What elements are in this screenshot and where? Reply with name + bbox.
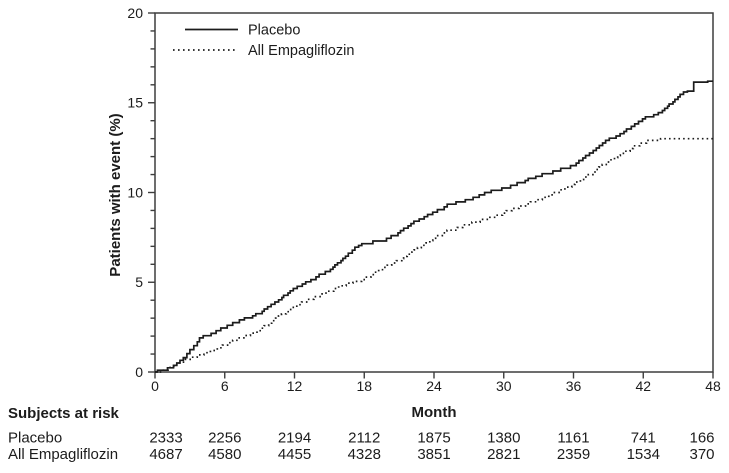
risk-value: 2194 [278, 430, 311, 447]
risk-row-label-placebo: Placebo [8, 430, 62, 447]
y-tick-label: 0 [135, 364, 143, 380]
y-tick-label: 10 [127, 184, 143, 200]
risk-table: Subjects at risk Placebo All Empaglifloz… [8, 405, 715, 463]
risk-value: 741 [631, 430, 656, 447]
risk-value: 1875 [417, 430, 450, 447]
risk-value: 1534 [627, 446, 660, 463]
risk-value: 2359 [557, 446, 590, 463]
x-tick-label: 48 [705, 378, 721, 394]
risk-value: 166 [689, 430, 714, 447]
risk-value: 4687 [149, 446, 182, 463]
x-tick-label: 24 [426, 378, 442, 394]
series-line-placebo [155, 80, 713, 373]
legend: Placebo All Empagliflozin [173, 23, 354, 59]
risk-value: 3851 [417, 446, 450, 463]
x-axis: 0 6 12 18 24 30 36 42 48 [151, 372, 721, 394]
risk-value: 1380 [487, 430, 520, 447]
x-tick-label: 36 [566, 378, 582, 394]
series-curves [155, 80, 713, 373]
x-tick-label: 42 [635, 378, 651, 394]
y-axis: 0 5 10 15 20 [127, 5, 155, 380]
y-tick-label: 15 [127, 95, 143, 111]
plot-frame [154, 12, 714, 373]
x-tick-label: 12 [287, 378, 303, 394]
x-tick-label: 0 [151, 378, 159, 394]
y-tick-label: 20 [127, 5, 143, 21]
y-tick-label: 5 [135, 274, 143, 290]
risk-values: 2333 2256 2194 2112 1875 1380 1161 741 166 4687 45… [149, 430, 714, 464]
risk-value: 1161 [557, 430, 589, 447]
risk-table-title: Subjects at risk [8, 405, 120, 422]
series-line-empagliflozin [155, 137, 713, 373]
risk-value: 2112 [348, 430, 380, 447]
legend-label-placebo: Placebo [248, 23, 300, 39]
risk-value: 2256 [208, 430, 241, 447]
risk-value: 370 [689, 446, 714, 463]
x-tick-label: 30 [496, 378, 512, 394]
risk-row-label-empagliflozin: All Empagliflozin [8, 446, 118, 463]
x-axis-title: Month [412, 404, 457, 421]
risk-value: 4580 [208, 446, 241, 463]
x-tick-label: 6 [221, 378, 229, 394]
x-tick-label: 18 [356, 378, 372, 394]
risk-value: 2333 [149, 430, 182, 447]
risk-value: 4328 [348, 446, 381, 463]
risk-value: 4455 [278, 446, 311, 463]
y-axis-title: Patients with event (%) [107, 113, 124, 276]
legend-label-empagliflozin: All Empagliflozin [248, 43, 354, 59]
risk-value: 2821 [487, 446, 520, 463]
